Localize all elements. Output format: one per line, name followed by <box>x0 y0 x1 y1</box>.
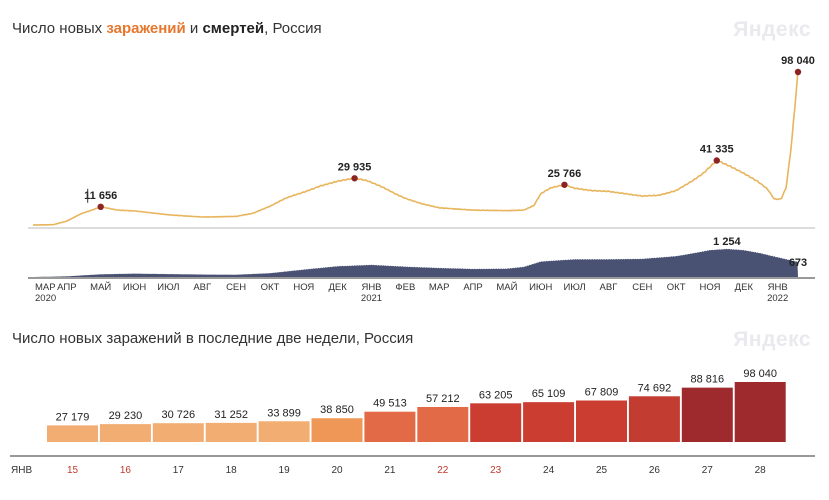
bar <box>205 422 257 442</box>
bar <box>258 421 310 442</box>
x-tick-label: ИЮН <box>123 282 146 293</box>
day-tick-label: 25 <box>596 465 608 476</box>
month-label: ЯНВ <box>11 465 32 476</box>
day-tick-label: 23 <box>490 465 502 476</box>
yandex-watermark: Яндекс <box>733 18 811 41</box>
day-tick-label: 15 <box>67 465 79 476</box>
yandex-watermark-bottom: Яндекс <box>733 328 811 351</box>
two-week-bar-chart: 27 179 15 29 230 16 30 726 17 31 252 18 33 899 19… <box>10 368 815 476</box>
x-tick-label: АВГ <box>193 282 211 293</box>
x-tick-year: 2021 <box>361 293 382 304</box>
bar-value-label: 38 850 <box>320 404 354 416</box>
cases-peak-marker <box>351 175 358 182</box>
cases-peak-marker <box>794 68 802 76</box>
x-tick-label: ФЕВ <box>395 282 415 293</box>
bar-value-label: 30 726 <box>161 409 195 421</box>
x-tick-label: ИЮН <box>529 282 552 293</box>
day-tick-label: 16 <box>120 465 132 476</box>
x-tick-label: ЯНВ <box>768 282 788 293</box>
bar <box>523 402 575 442</box>
x-tick-label: ОКТ <box>261 282 280 293</box>
cases-peak-marker <box>97 203 104 211</box>
x-tick-year: 2020 <box>35 293 56 304</box>
deaths-area <box>33 248 798 277</box>
bar-value-label: 57 212 <box>426 393 460 405</box>
x-tick-label: АВГ <box>600 282 618 293</box>
bar-value-label: 33 899 <box>267 407 301 419</box>
day-tick-label: 21 <box>384 465 396 476</box>
x-tick-label: СЕН <box>632 282 652 293</box>
bar <box>470 403 522 442</box>
cases-peak-marker <box>713 157 720 164</box>
bottom-chart-title: Число новых заражений в последние две не… <box>12 330 414 347</box>
title-cases: заражений <box>106 20 186 37</box>
x-tick-label: ЯНВ <box>361 282 381 293</box>
bar-value-label: 88 816 <box>690 374 724 386</box>
day-tick-label: 19 <box>279 465 291 476</box>
title-prefix: Число новых <box>12 20 107 37</box>
x-tick-label: ОКТ <box>667 282 686 293</box>
x-tick-label: МАР <box>429 282 450 293</box>
day-tick-label: 20 <box>331 465 343 476</box>
x-tick-label: ИЮЛ <box>563 282 585 293</box>
x-tick-label: НОЯ <box>293 282 314 293</box>
day-tick-label: 27 <box>702 465 714 476</box>
bar-value-label: 65 109 <box>532 388 566 400</box>
cases-peak-marker <box>561 181 568 188</box>
title-suffix: , Россия <box>264 20 322 37</box>
title-mid: и <box>185 20 203 37</box>
x-tick-label: МАР <box>35 282 56 293</box>
bar-value-label: 27 179 <box>56 411 90 423</box>
bar-value-label: 74 692 <box>638 382 672 394</box>
bar-value-label: 98 040 <box>743 368 777 380</box>
x-tick-label: АПР <box>463 282 482 293</box>
bar <box>681 387 733 442</box>
cases-line <box>32 70 799 226</box>
bar <box>734 382 786 442</box>
x-tick-label: ИЮЛ <box>157 282 179 293</box>
bar-value-label: 63 205 <box>479 389 513 401</box>
deaths-value-label: 1 254 <box>713 236 741 248</box>
bar <box>628 396 680 442</box>
bar-value-label: 29 230 <box>109 410 143 422</box>
bar <box>99 424 151 442</box>
day-tick-label: 22 <box>437 465 449 476</box>
bar-value-label: 31 252 <box>214 409 248 421</box>
bar-value-label: 49 513 <box>373 398 407 410</box>
cases-peak-label: 29 935 <box>338 161 372 173</box>
top-chart-title: Число новых заражений и смертей, Россия <box>12 20 322 37</box>
cases-deaths-chart: 11 656 29 935 25 766 41 335 98 040 1 254 673 МА… <box>28 55 815 304</box>
day-tick-label: 17 <box>173 465 185 476</box>
cases-peak-label: 11 656 <box>84 190 117 202</box>
bar <box>152 423 204 442</box>
deaths-value-label: 673 <box>789 257 807 269</box>
bar <box>47 425 98 442</box>
x-tick-label: АПР <box>57 282 76 293</box>
cases-peak-label: 25 766 <box>548 168 582 180</box>
day-tick-label: 28 <box>755 465 767 476</box>
title-deaths: смертей <box>202 20 265 37</box>
x-tick-year: 2022 <box>767 293 788 304</box>
day-tick-label: 24 <box>543 465 555 476</box>
bar <box>311 418 363 442</box>
cases-peak-label: 41 335 <box>700 143 734 155</box>
bar-value-label: 67 809 <box>585 387 619 399</box>
bar <box>417 406 469 442</box>
x-tick-label: НОЯ <box>700 282 721 293</box>
cases-peak-label: 98 040 <box>781 55 815 67</box>
x-tick-label: СЕН <box>226 282 246 293</box>
x-tick-label: МАЙ <box>496 281 517 293</box>
day-tick-label: 18 <box>226 465 238 476</box>
x-tick-label: МАЙ <box>90 281 111 293</box>
bar <box>576 400 627 442</box>
day-tick-label: 26 <box>649 465 661 476</box>
bar <box>364 411 416 442</box>
x-tick-label: ДЕК <box>328 282 347 293</box>
x-tick-label: ДЕК <box>735 282 754 293</box>
